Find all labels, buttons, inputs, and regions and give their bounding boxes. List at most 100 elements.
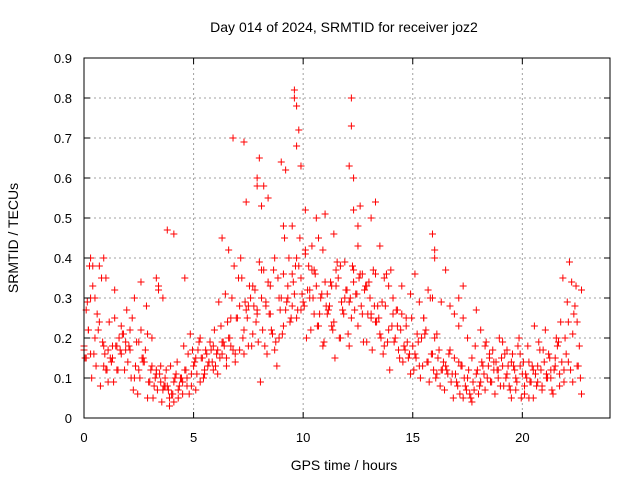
data-point xyxy=(230,262,238,270)
data-point xyxy=(213,350,221,358)
data-point xyxy=(427,350,435,358)
data-point xyxy=(305,262,313,270)
data-point xyxy=(507,358,515,366)
data-point xyxy=(354,322,362,330)
data-point xyxy=(301,250,309,258)
data-point xyxy=(556,370,564,378)
data-point xyxy=(215,298,223,306)
data-point xyxy=(327,278,335,286)
data-point xyxy=(371,270,379,278)
data-point xyxy=(100,254,108,262)
data-point xyxy=(313,322,321,330)
data-point xyxy=(237,254,245,262)
data-point xyxy=(145,378,153,386)
data-point xyxy=(355,274,363,282)
data-point xyxy=(283,298,291,306)
data-point xyxy=(250,302,258,310)
data-point xyxy=(100,342,108,350)
data-point xyxy=(134,390,142,398)
data-point xyxy=(111,286,119,294)
data-point xyxy=(356,202,364,210)
data-point xyxy=(209,342,217,350)
data-point xyxy=(547,374,555,382)
data-point xyxy=(95,318,103,326)
data-point xyxy=(386,366,394,374)
data-point xyxy=(195,338,203,346)
data-point xyxy=(117,350,125,358)
data-point xyxy=(487,378,495,386)
data-point xyxy=(370,302,378,310)
plot-frame xyxy=(83,57,611,419)
data-point xyxy=(273,362,281,370)
x-tick-labels: 0 5 10 15 20 xyxy=(80,430,529,445)
x-tick-label: 15 xyxy=(406,430,420,445)
data-point xyxy=(260,182,268,190)
data-point xyxy=(495,334,503,342)
data-point xyxy=(562,350,570,358)
data-point xyxy=(332,282,340,290)
data-point xyxy=(362,282,370,290)
data-point xyxy=(561,334,569,342)
data-point xyxy=(165,394,173,402)
data-point xyxy=(139,358,147,366)
data-point xyxy=(225,246,233,254)
data-point xyxy=(521,390,529,398)
data-point xyxy=(174,386,182,394)
data-point xyxy=(564,318,572,326)
data-point xyxy=(435,346,443,354)
data-point xyxy=(81,354,89,362)
data-point xyxy=(241,298,249,306)
data-point xyxy=(224,318,232,326)
data-point xyxy=(331,354,339,362)
data-point xyxy=(94,326,102,334)
data-point xyxy=(263,350,271,358)
chart-title: Day 014 of 2024, SRMTID for receiver joz… xyxy=(210,19,478,35)
data-point xyxy=(462,386,470,394)
y-tick-label: 0.2 xyxy=(54,331,72,346)
data-point xyxy=(245,282,253,290)
data-point xyxy=(239,334,247,342)
data-point xyxy=(432,374,440,382)
data-point xyxy=(193,370,201,378)
data-point xyxy=(390,338,398,346)
data-point xyxy=(214,370,222,378)
data-point xyxy=(226,334,234,342)
data-point xyxy=(201,370,209,378)
data-point xyxy=(159,294,167,302)
data-point xyxy=(483,374,491,382)
data-point xyxy=(367,214,375,222)
data-point xyxy=(115,334,123,342)
data-point xyxy=(345,342,353,350)
data-point xyxy=(279,322,287,330)
data-point xyxy=(254,338,262,346)
data-point xyxy=(217,322,225,330)
data-point xyxy=(319,246,327,254)
data-point xyxy=(477,326,485,334)
data-point xyxy=(323,290,331,298)
y-tick-label: 0.4 xyxy=(54,251,72,266)
data-point xyxy=(399,358,407,366)
data-point xyxy=(460,374,468,382)
data-point xyxy=(433,330,441,338)
data-point xyxy=(335,334,343,342)
data-point xyxy=(310,266,318,274)
data-point xyxy=(407,290,415,298)
data-point xyxy=(196,378,204,386)
data-point xyxy=(478,358,486,366)
data-point xyxy=(221,290,229,298)
y-tick-label: 0.5 xyxy=(54,211,72,226)
data-point xyxy=(421,330,429,338)
data-point xyxy=(569,330,577,338)
data-point xyxy=(369,266,377,274)
data-point xyxy=(534,378,542,386)
data-point xyxy=(179,378,187,386)
data-point xyxy=(361,286,369,294)
data-point xyxy=(243,314,251,322)
data-point xyxy=(170,230,178,238)
data-point xyxy=(551,362,559,370)
data-point xyxy=(433,370,441,378)
data-point xyxy=(459,282,467,290)
data-point xyxy=(569,378,577,386)
data-point xyxy=(494,366,502,374)
